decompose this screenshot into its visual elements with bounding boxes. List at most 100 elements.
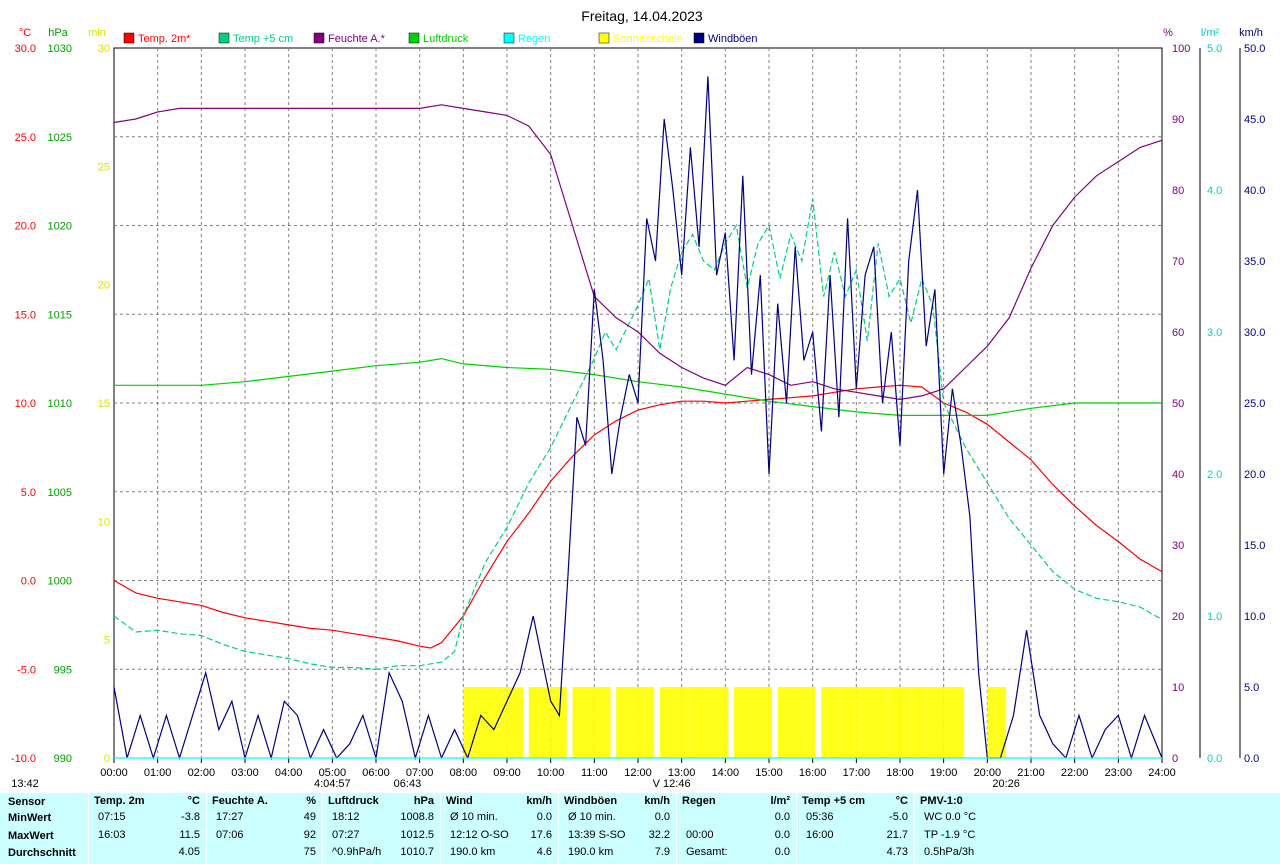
x-tick-label: 14:00 [712, 767, 740, 779]
stats-column: Temp. 2m °C 07:15 -3.8 16:03 11.5 4.05 [94, 793, 200, 864]
x-tick-label: 10:00 [537, 767, 565, 779]
rain-tick-label: 1.0 [1207, 611, 1222, 623]
rain-tick-label: 2.0 [1207, 469, 1222, 481]
humidity-tick-label: 70 [1172, 256, 1184, 268]
weather-chart: Freitag, 14.04.2023 00:00 01:00 02:00 03:00… [11, 8, 1266, 790]
stats-cell-value: 75 [303, 846, 316, 858]
legend-label: Luftdruck [423, 33, 469, 45]
stats-column-unit: °C [895, 795, 908, 807]
stats-column-header: Regen [682, 795, 716, 807]
humidity-tick-label: 90 [1172, 114, 1184, 126]
x-tick-label: 22:00 [1061, 767, 1089, 779]
stats-cell-label: 12:12 O-SO [450, 829, 509, 841]
pressure-tick-label: 1015 [48, 309, 72, 321]
stats-cell-value: 1010.7 [400, 846, 434, 858]
series-line-2 [113, 104, 1163, 401]
sunshine-bar [996, 687, 1007, 758]
stats-column-header: Temp +5 cm [802, 795, 866, 807]
sunshine-tick-label: 25 [98, 161, 110, 173]
stats-cell-label: 17:27 [216, 811, 244, 823]
series-line-4 [113, 76, 1163, 761]
x-tick-label: 06:00 [362, 767, 390, 779]
wind-tick-label: 30.0 [1244, 327, 1265, 339]
legend-label: Feuchte A.* [328, 33, 386, 45]
rain-unit-label: l/m² [1201, 27, 1220, 39]
sunshine-bar [838, 687, 861, 758]
sunshine-bar [528, 687, 567, 758]
stats-cell-value: 7.9 [654, 846, 670, 858]
stats-cell-value: 49 [303, 811, 316, 823]
stats-cell-label: 00:00 [686, 829, 714, 841]
stats-row-label: MaxWert [8, 830, 54, 842]
sunshine-bar [485, 687, 524, 758]
stats-cell-label: Ø 10 min. [568, 811, 616, 823]
stats-cell-label: 07:06 [216, 829, 244, 841]
pressure-tick-label: 1005 [48, 487, 72, 499]
marker-label: 06:43 [394, 778, 422, 790]
sunshine-bar [659, 687, 691, 758]
sunshine-bar [734, 687, 773, 758]
series-line-1 [113, 198, 1163, 670]
stats-cell-label: 13:39 S-SO [568, 829, 626, 841]
sunshine-bar [572, 687, 611, 758]
marker-label: V 12:46 [653, 778, 691, 790]
x-tick-label: 17:00 [843, 767, 871, 779]
pressure-tick-label: 990 [54, 753, 72, 765]
x-tick-label: 18:00 [886, 767, 914, 779]
stats-cell-value: 1008.8 [400, 811, 434, 823]
stats-cell-value: 11.5 [179, 829, 200, 841]
pressure-tick-label: 1030 [48, 43, 72, 55]
x-tick-label: 23:00 [1105, 767, 1133, 779]
sunshine-bar [463, 687, 486, 758]
plot-grid [113, 47, 1241, 763]
x-tick-label: 24:00 [1148, 767, 1176, 779]
wind-tick-label: 45.0 [1244, 114, 1265, 126]
wind-tick-label: 20.0 [1244, 469, 1265, 481]
stats-separator [206, 793, 207, 864]
rain-tick-label: 4.0 [1207, 185, 1222, 197]
humidity-tick-label: 0 [1172, 753, 1178, 765]
stats-column-unit: km/h [644, 795, 670, 807]
stats-cell-label: 07:15 [98, 811, 126, 823]
stats-cell-label: WC 0.0 °C [924, 811, 977, 823]
sunshine-unit-label: min [88, 27, 106, 39]
marker-label: 20:26 [992, 778, 1020, 790]
stats-column: Regen l/m² 0.0 00:00 0.0 Gesamt: 0.0 [682, 793, 790, 864]
humidity-tick-label: 50 [1172, 398, 1184, 410]
legend-label: Windböen [708, 33, 758, 45]
sunshine-bar [690, 687, 729, 758]
temp-tick-label: 0.0 [21, 576, 36, 588]
pressure-tick-label: 1025 [48, 132, 72, 144]
sunshine-tick-label: 0 [104, 753, 110, 765]
stats-cell-value: -5.0 [889, 811, 908, 823]
stats-column: Temp +5 cm °C 05:36 -5.0 16:00 21.7 4.73 [802, 793, 908, 864]
sunshine-tick-label: 30 [98, 43, 110, 55]
humidity-unit-label: % [1163, 27, 1173, 39]
stats-column-unit: % [306, 795, 316, 807]
wind-tick-label: 0.0 [1244, 753, 1259, 765]
sunshine-bar [777, 687, 816, 758]
sunshine-bars [463, 687, 1007, 758]
x-tick-label: 09:00 [493, 767, 521, 779]
wind-tick-label: 5.0 [1244, 682, 1259, 694]
humidity-tick-label: 80 [1172, 185, 1184, 197]
statistics-table: Sensor MinWert MaxWert Durchschnitt Temp. 2m… [0, 793, 1280, 864]
stats-cell-label: TP -1.9 °C [924, 829, 976, 841]
stats-cell-value: 92 [303, 829, 316, 841]
stats-separator [88, 793, 89, 864]
wind-tick-label: 15.0 [1244, 540, 1265, 552]
stats-cell-label: Ø 10 min. [450, 811, 498, 823]
sunshine-tick-label: 20 [98, 280, 110, 292]
stats-cell-label: 18:12 [332, 811, 360, 823]
temp-tick-label: -5.0 [17, 664, 36, 676]
wind-tick-label: 40.0 [1244, 185, 1265, 197]
stats-column-unit: l/m² [770, 795, 790, 807]
x-tick-label: 02:00 [188, 767, 216, 779]
stats-cell-value: 32.2 [648, 829, 670, 841]
series-line-0 [113, 384, 1163, 649]
legend-label: Temp. 2m* [138, 33, 191, 45]
x-tick-label: 03:00 [231, 767, 259, 779]
wind-tick-label: 25.0 [1244, 398, 1265, 410]
stats-row-labels: Sensor MinWert MaxWert Durchschnitt [8, 793, 88, 864]
pressure-tick-label: 1010 [48, 398, 72, 410]
